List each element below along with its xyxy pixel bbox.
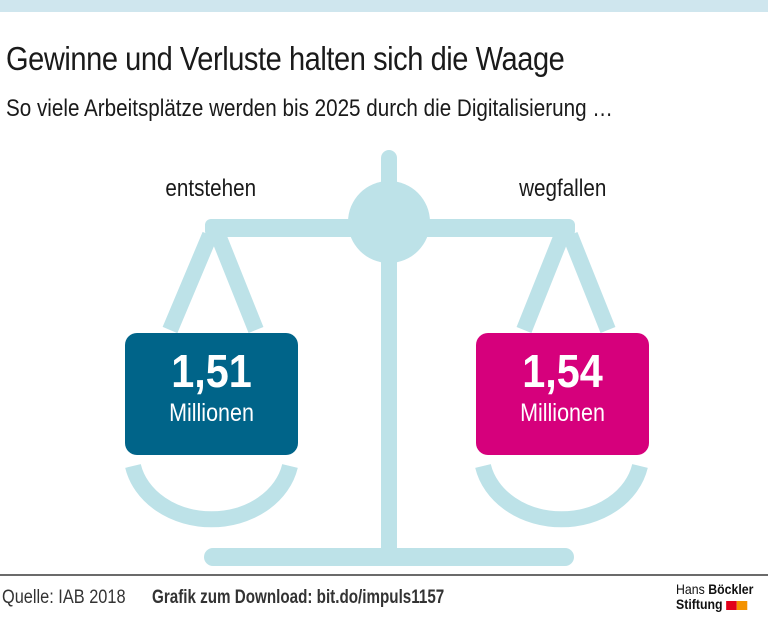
value-entstehen: 1,51 (171, 345, 252, 397)
unit-wegfallen: Millionen (520, 399, 605, 427)
source-text: Quelle: IAB 2018 (2, 587, 126, 608)
logo-text-boeckler: Böckler (708, 581, 754, 597)
logo-text-hans: Hans (676, 581, 705, 597)
page-title: Gewinne und Verluste halten sich die Waa… (6, 40, 565, 77)
scale-beam (205, 219, 575, 237)
logo-red-square-icon (725, 600, 737, 610)
label-wegfallen: wegfallen (519, 175, 607, 202)
logo-orange-square-icon (736, 600, 748, 610)
right-pan-bowl (475, 463, 648, 528)
footer-divider (0, 574, 768, 576)
logo-text-stiftung: Stiftung (676, 596, 723, 612)
value-wegfallen: 1,54 (522, 345, 603, 397)
left-pan-bowl (125, 463, 298, 528)
value-box-entstehen: 1,51 Millionen (125, 333, 298, 455)
value-box-wegfallen: 1,54 Millionen (476, 333, 649, 455)
right-pan-strings (516, 232, 616, 333)
scale-base (204, 548, 574, 566)
unit-entstehen: Millionen (169, 399, 254, 427)
hans-boeckler-logo: Hans Böckler Stiftung (676, 582, 753, 612)
top-band (0, 0, 768, 12)
download-link[interactable]: Grafik zum Download: bit.do/impuls1157 (152, 587, 445, 608)
left-pan-strings (162, 231, 264, 334)
page-subtitle: So viele Arbeitsplätze werden bis 2025 d… (6, 95, 613, 122)
label-entstehen: entstehen (165, 175, 257, 202)
